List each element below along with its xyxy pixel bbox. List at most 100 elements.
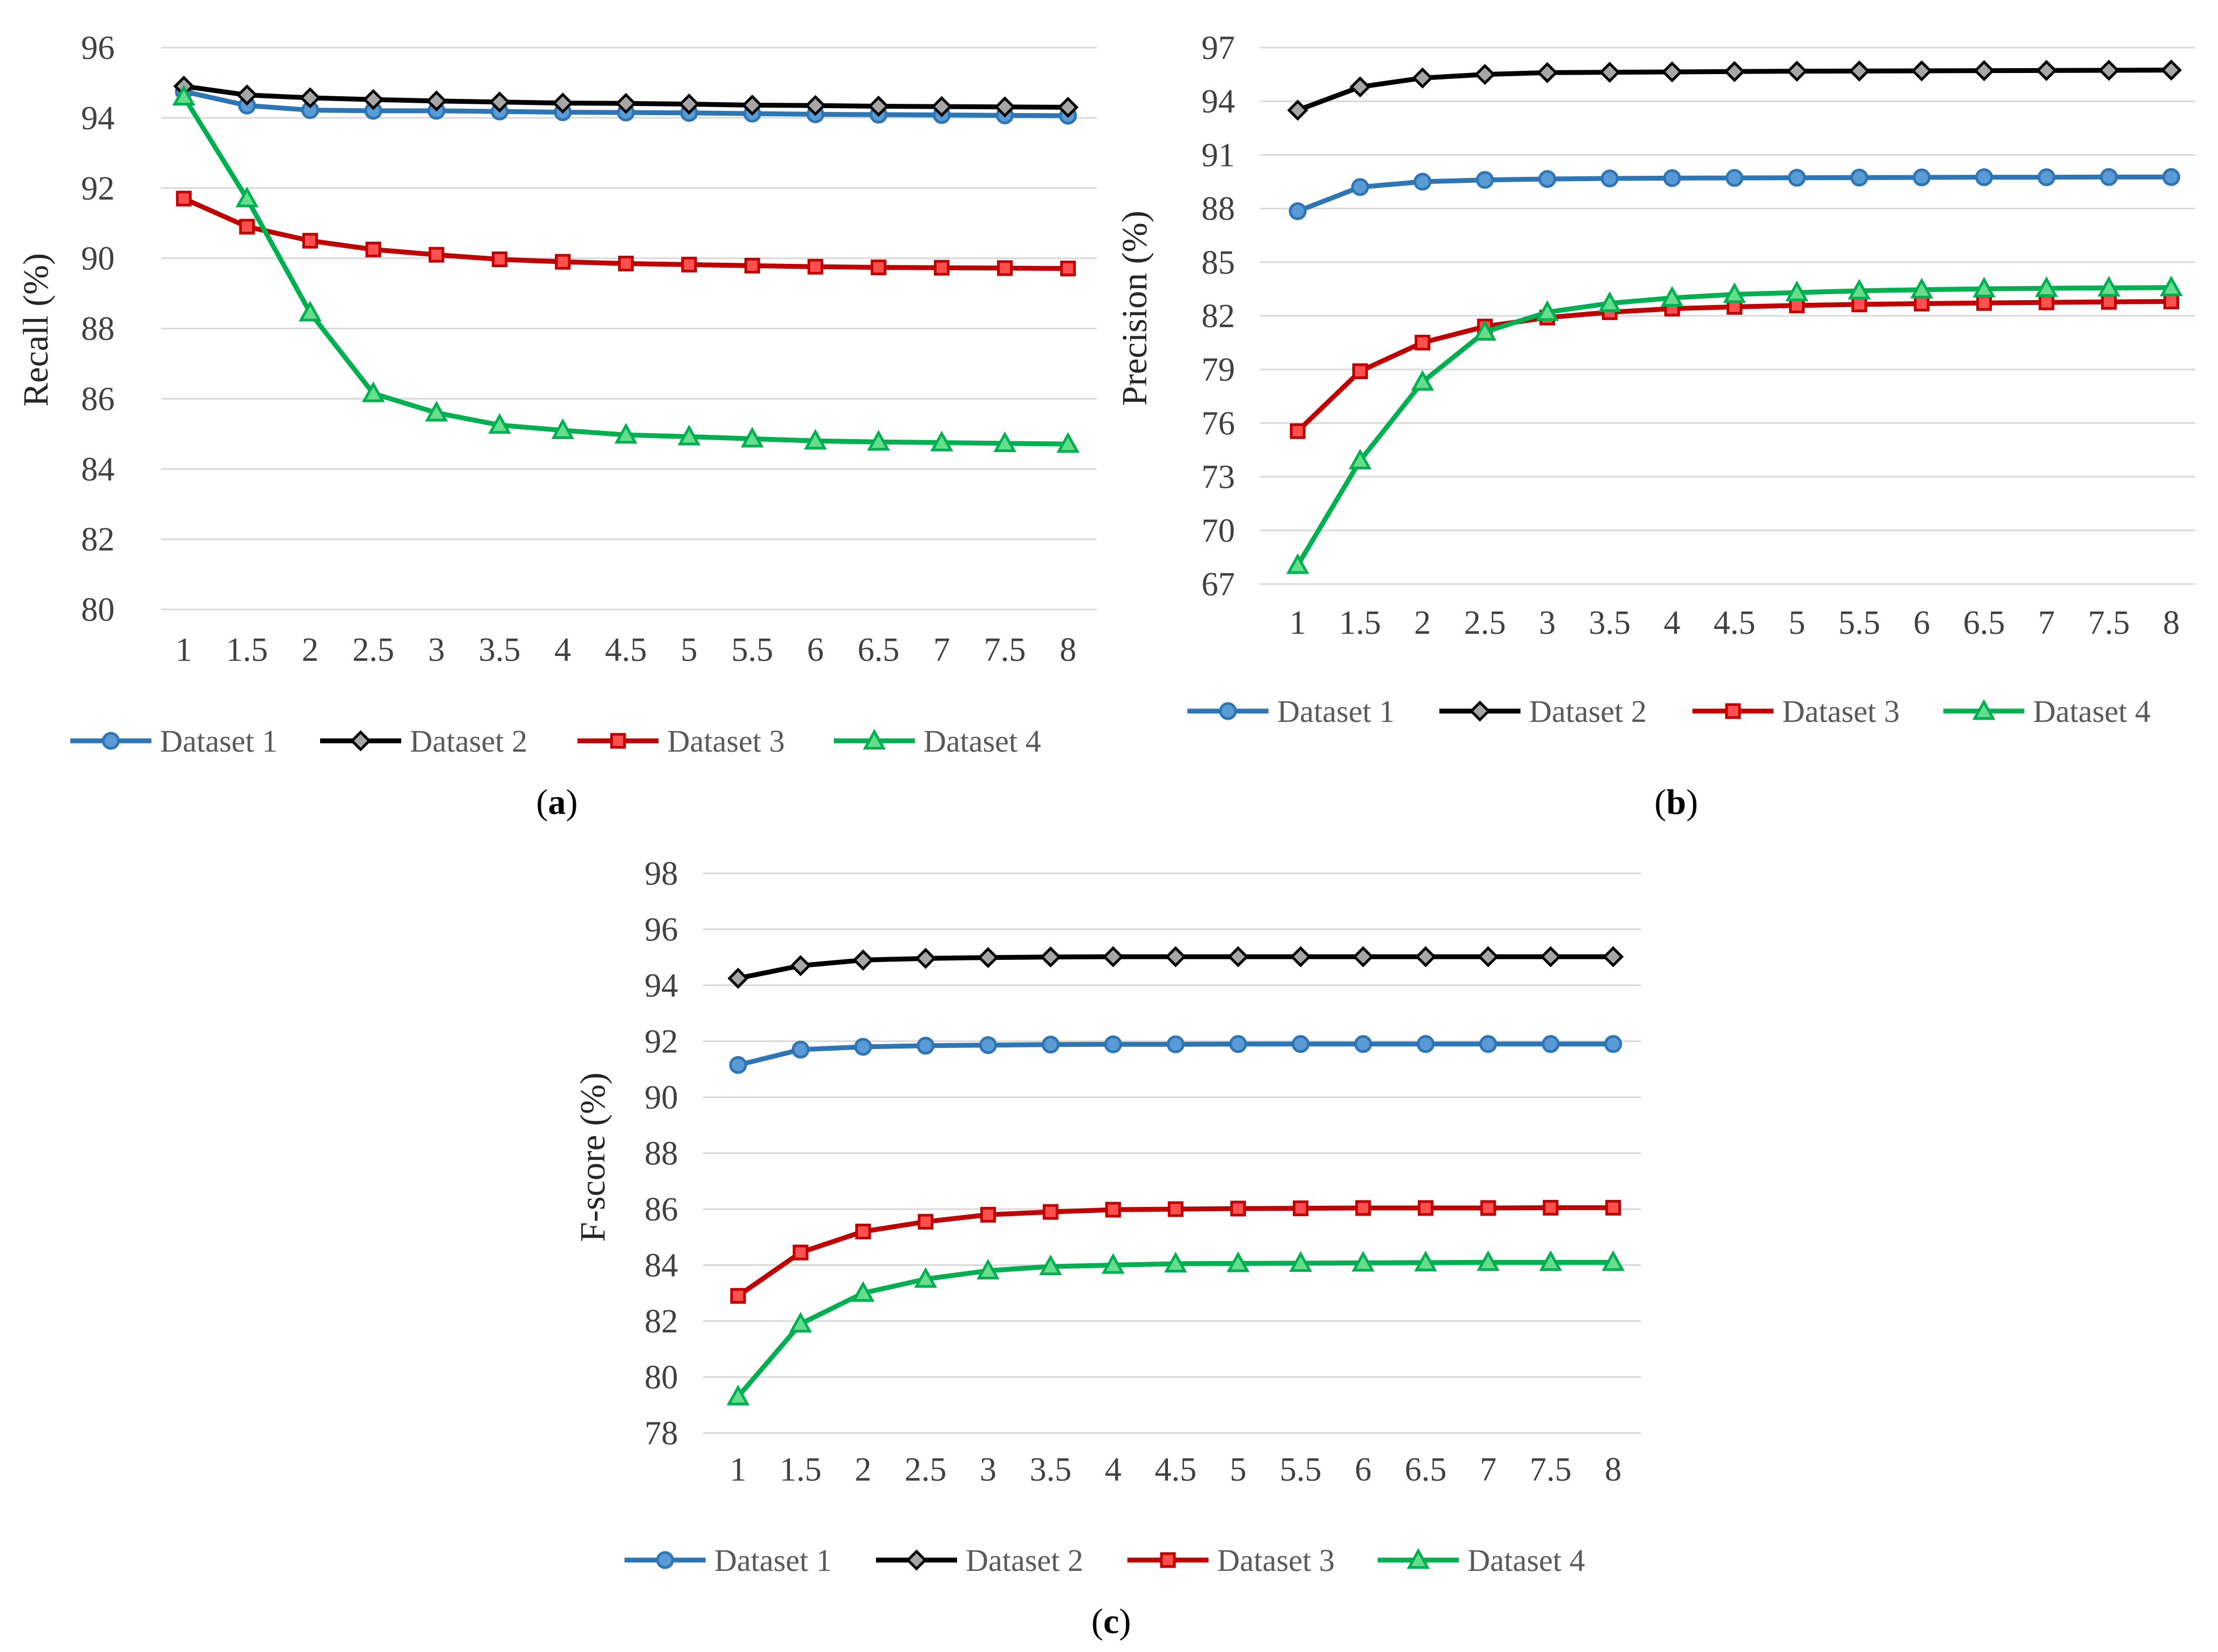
dataset-3-point <box>428 247 444 263</box>
dataset-1-point <box>1291 1035 1310 1053</box>
dataset-2-point <box>805 95 826 116</box>
dataset-1-point <box>1542 1035 1560 1053</box>
dataset-2-point <box>1537 62 1558 83</box>
legend-dataset-3-label: Dataset 3 <box>1782 694 1900 729</box>
dataset-1-point <box>1476 171 1494 189</box>
dataset-2-point <box>426 90 447 112</box>
y-tick-label: 85 <box>1201 244 1235 281</box>
dataset-4-point <box>1226 1251 1250 1272</box>
y-tick-label: 94 <box>645 967 678 1004</box>
x-tick-label: 4.5 <box>1154 1451 1197 1488</box>
dataset-1-point <box>979 1036 997 1054</box>
legend-dataset-3-label: Dataset 3 <box>1217 1543 1334 1578</box>
dataset-1-point <box>1725 169 1744 187</box>
y-axis-label: Recall (%) <box>16 253 56 407</box>
dataset-4-point <box>2160 275 2183 296</box>
y-tick-label: 82 <box>1201 298 1235 335</box>
dataset-2-point <box>994 96 1015 118</box>
dataset-2-point <box>1227 946 1249 967</box>
dataset-1-point <box>917 1037 935 1055</box>
dataset-1-point <box>1788 169 1806 187</box>
dataset-2-point <box>1415 946 1437 967</box>
dataset-2-point <box>300 87 321 109</box>
dataset-2-point <box>1973 60 1995 82</box>
dataset-4-point <box>930 430 953 452</box>
dataset-3-point <box>934 260 950 276</box>
dataset-3-point <box>1290 423 1306 439</box>
dataset-2-point <box>1477 946 1499 967</box>
dataset-4-point <box>1602 1250 1625 1271</box>
legend-dataset-4-label: Dataset 4 <box>1467 1543 1585 1578</box>
dataset-3-point <box>1976 295 1992 311</box>
dataset-2-point <box>977 947 999 968</box>
x-tick-label: 2.5 <box>905 1451 947 1488</box>
legend-dataset-3-marker <box>610 733 626 749</box>
x-tick-label: 1.5 <box>1339 605 1382 641</box>
y-tick-label: 94 <box>81 100 115 137</box>
x-tick-label: 5 <box>1230 1451 1246 1488</box>
dataset-4-point <box>726 1384 750 1405</box>
legend-dataset-1-label: Dataset 1 <box>714 1543 832 1578</box>
y-tick-label: 70 <box>1201 513 1235 549</box>
dataset-4-point <box>977 1258 1000 1279</box>
panel-label: (c) <box>1091 1602 1131 1641</box>
x-tick-label: 7 <box>2038 605 2055 641</box>
legend-dataset-4-label: Dataset 4 <box>924 724 1041 759</box>
dataset-3-point <box>1060 260 1076 276</box>
dataset-1-point <box>854 1038 872 1056</box>
dataset-1-point <box>2162 168 2181 186</box>
dataset-2-point <box>1349 76 1371 98</box>
dataset-3-line <box>1295 299 2174 434</box>
dataset-2-point <box>1911 60 1933 82</box>
legend-dataset-2-marker <box>350 730 371 752</box>
y-tick-label: 73 <box>1201 459 1235 496</box>
y-tick-label: 84 <box>645 1248 678 1284</box>
dataset-4-point <box>914 1267 938 1288</box>
y-tick-label: 78 <box>645 1415 678 1452</box>
legend-dataset-2-marker <box>906 1549 927 1571</box>
y-tick-label: 94 <box>1201 83 1235 120</box>
dataset-2-point <box>1165 946 1186 967</box>
legend-dataset-3-marker <box>1725 703 1741 719</box>
dataset-4-point <box>1101 1253 1125 1274</box>
dataset-2-point <box>741 94 763 116</box>
dataset-1-point <box>1479 1035 1497 1053</box>
dataset-2-point <box>1474 64 1496 85</box>
dataset-4-point <box>1039 1254 1062 1276</box>
dataset-4-point <box>1723 282 1746 303</box>
x-tick-label: 7 <box>933 632 950 668</box>
y-tick-label: 82 <box>81 521 115 558</box>
dataset-2-point <box>615 92 637 114</box>
dataset-4-line <box>1295 285 2174 568</box>
x-tick-label: 4.5 <box>1714 605 1756 641</box>
dataset-3-point <box>555 254 571 270</box>
legend-dataset-1-marker <box>102 732 120 750</box>
x-tick-label: 4 <box>1105 1451 1121 1488</box>
legend-dataset-4-marker <box>862 728 886 750</box>
dataset-2-point <box>1057 96 1079 118</box>
dataset-4-point <box>803 429 827 450</box>
y-tick-label: 80 <box>645 1359 678 1396</box>
y-tick-label: 88 <box>1201 191 1235 228</box>
x-tick-label: 2 <box>855 1451 872 1488</box>
dataset-1-point <box>1104 1035 1123 1053</box>
y-tick-label: 88 <box>81 311 115 348</box>
dataset-2-point <box>1287 99 1309 121</box>
dataset-1-point <box>1351 178 1369 196</box>
dataset-1-point <box>1041 1036 1060 1054</box>
dataset-3-point <box>793 1244 809 1260</box>
dataset-3-point <box>980 1206 996 1223</box>
dataset-4-point <box>2035 276 2058 297</box>
legend-dataset-1-label: Dataset 1 <box>160 724 277 759</box>
y-tick-label: 92 <box>81 170 115 207</box>
y-tick-label: 82 <box>645 1303 678 1340</box>
dataset-4-point <box>1289 1251 1312 1272</box>
x-tick-label: 3 <box>980 1451 997 1488</box>
dataset-3-point <box>744 257 760 274</box>
dataset-2-point <box>1352 946 1374 967</box>
dataset-2-point <box>1540 946 1562 967</box>
x-tick-label: 5 <box>681 632 698 668</box>
dataset-4-point <box>851 1281 875 1302</box>
